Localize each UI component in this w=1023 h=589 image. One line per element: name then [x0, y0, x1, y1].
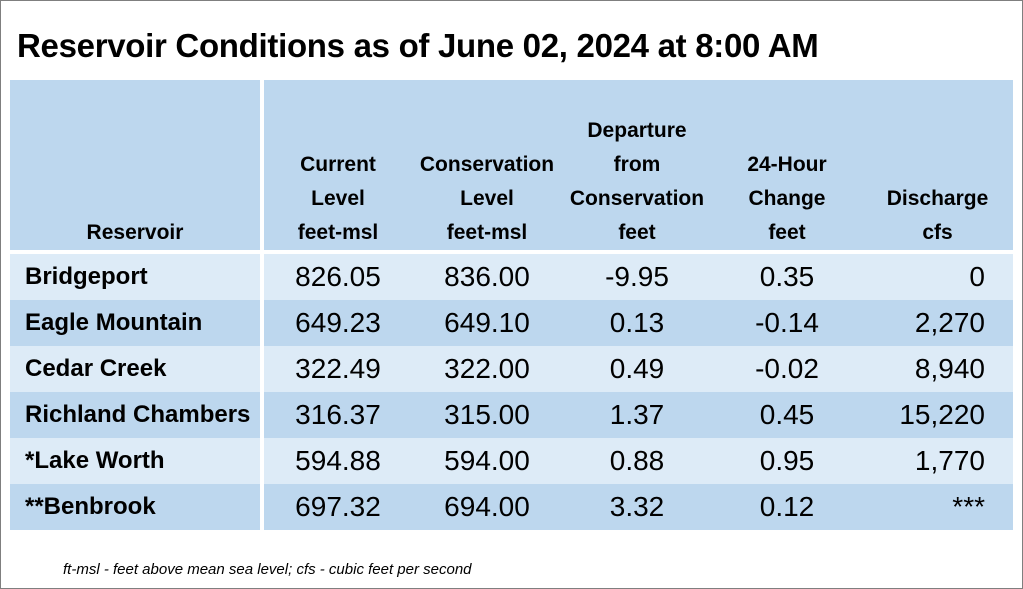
header-line: Change	[748, 187, 826, 210]
table-row: Richland Chambers 316.37 315.00 1.37 0.4…	[10, 392, 1013, 438]
departure-cell: -9.95	[562, 250, 712, 300]
header-unit: feet	[618, 221, 656, 244]
conservation-level-cell: 594.00	[412, 438, 562, 484]
header-unit: feet	[768, 221, 806, 244]
table-row: Bridgeport 826.05 836.00 -9.95 0.35 0	[10, 250, 1013, 300]
change-cell: 0.95	[712, 438, 862, 484]
header-line: Departure	[587, 119, 687, 142]
header-unit: cfs	[922, 221, 953, 244]
reservoir-name: Bridgeport	[10, 250, 264, 300]
conservation-level-cell: 836.00	[412, 250, 562, 300]
current-level-cell: 322.49	[262, 346, 412, 392]
header-line: Current	[300, 153, 376, 176]
header-line: Level	[311, 187, 365, 210]
conservation-level-cell: 322.00	[412, 346, 562, 392]
discharge-cell: 8,940	[862, 346, 1013, 392]
header-line: Discharge	[886, 187, 989, 210]
departure-cell: 0.13	[562, 300, 712, 346]
conservation-level-cell: 649.10	[412, 300, 562, 346]
change-cell: 0.12	[712, 484, 862, 530]
current-level-cell: 649.23	[262, 300, 412, 346]
header-24-hour-change: 24-Hour Change feet	[712, 80, 862, 253]
header-line	[862, 148, 1013, 182]
header-line: 24-Hour	[747, 153, 827, 176]
header-line	[412, 114, 562, 148]
discharge-cell: 2,270	[862, 300, 1013, 346]
current-level-cell: 826.05	[262, 250, 412, 300]
change-cell: 0.35	[712, 250, 862, 300]
header-line	[264, 114, 412, 148]
header-line: from	[613, 153, 661, 176]
reservoir-name: **Benbrook	[10, 484, 264, 530]
discharge-cell: 1,770	[862, 438, 1013, 484]
reservoir-name: Richland Chambers	[10, 392, 264, 438]
header-conservation-level: Conservation Level feet-msl	[412, 80, 562, 253]
conservation-level-cell: 694.00	[412, 484, 562, 530]
reservoir-table: Reservoir Current Level feet-msl Conserv…	[10, 80, 1013, 530]
page-title: Reservoir Conditions as of June 02, 2024…	[17, 27, 819, 64]
table-row: Cedar Creek 322.49 322.00 0.49 -0.02 8,9…	[10, 346, 1013, 392]
footnote: ft-msl - feet above mean sea level; cfs …	[63, 561, 472, 578]
header-unit: feet-msl	[297, 221, 379, 244]
header-line	[862, 114, 1013, 148]
header-current-level: Current Level feet-msl	[262, 80, 412, 253]
table-row: *Lake Worth 594.88 594.00 0.88 0.95 1,77…	[10, 438, 1013, 484]
reservoir-name: Cedar Creek	[10, 346, 264, 392]
header-discharge: Discharge cfs	[862, 80, 1013, 253]
discharge-cell: 15,220	[862, 392, 1013, 438]
reservoir-name: *Lake Worth	[10, 438, 264, 484]
header-line	[712, 114, 862, 148]
header-line: Level	[460, 187, 514, 210]
departure-cell: 0.49	[562, 346, 712, 392]
change-cell: -0.02	[712, 346, 862, 392]
discharge-cell: ***	[862, 484, 1013, 530]
header-reservoir: Reservoir	[10, 80, 264, 253]
current-level-cell: 316.37	[262, 392, 412, 438]
current-level-cell: 697.32	[262, 484, 412, 530]
header-unit: feet-msl	[446, 221, 528, 244]
header-departure: Departure from Conservation feet	[562, 80, 712, 253]
change-cell: 0.45	[712, 392, 862, 438]
table-row: **Benbrook 697.32 694.00 3.32 0.12 ***	[10, 484, 1013, 530]
discharge-cell: 0	[862, 250, 1013, 300]
header-reservoir-label: Reservoir	[86, 221, 184, 244]
header-row: Reservoir Current Level feet-msl Conserv…	[10, 80, 1013, 253]
header-line: Conservation	[569, 187, 705, 210]
departure-cell: 0.88	[562, 438, 712, 484]
change-cell: -0.14	[712, 300, 862, 346]
departure-cell: 3.32	[562, 484, 712, 530]
header-line: Conservation	[419, 153, 555, 176]
current-level-cell: 594.88	[262, 438, 412, 484]
table-row: Eagle Mountain 649.23 649.10 0.13 -0.14 …	[10, 300, 1013, 346]
reservoir-name: Eagle Mountain	[10, 300, 264, 346]
conservation-level-cell: 315.00	[412, 392, 562, 438]
departure-cell: 1.37	[562, 392, 712, 438]
